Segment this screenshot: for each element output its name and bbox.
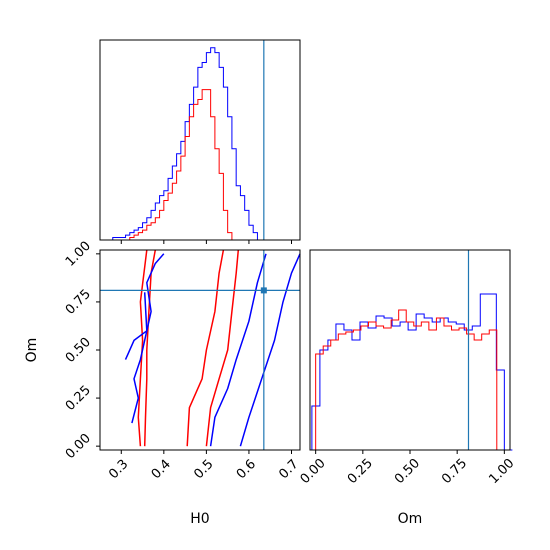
x-tick-label-4: 0.7 (276, 457, 301, 482)
contour-series-1-level-2 (186, 249, 225, 447)
x-tick-label-1: 0.25 (345, 456, 376, 487)
y-tick-label-4: 1.00 (63, 239, 94, 270)
contour-series-2-level-3 (209, 253, 267, 447)
x-tick-label-0: 0.3 (106, 457, 131, 482)
x-tick-label-0: 0.00 (298, 456, 329, 487)
axes-frame (309, 249, 511, 451)
contour-series-2-level-1 (124, 253, 165, 360)
y-tick-label-2: 0.50 (63, 335, 94, 366)
contour-series-1-level-4 (205, 249, 240, 447)
y-tick-label-3: 0.75 (63, 287, 94, 318)
histogram-series-2 (315, 309, 505, 451)
truth-marker (260, 287, 267, 294)
histogram-series-2 (129, 89, 237, 241)
y-tick-label-0: 0.00 (63, 431, 94, 462)
y-tick-label-1: 0.25 (63, 383, 94, 414)
x-tick-label-2: 0.5 (191, 457, 216, 482)
om-marginal-histogram: 0.00 0.25 0.50 0.75 1.00 Om (298, 249, 517, 527)
x-axis-label: H0 (190, 511, 209, 527)
h0-marginal-histogram (99, 39, 301, 244)
y-axis-label: Om (24, 338, 40, 363)
contour-series-1-level-3 (137, 249, 148, 447)
x-tick-label-3: 0.6 (234, 457, 259, 482)
x-tick-label-3: 0.75 (439, 456, 470, 487)
contour-series-1-level-1 (143, 249, 157, 447)
x-tick-label-1: 0.4 (149, 457, 174, 482)
contour-series-2-level-4 (239, 253, 301, 447)
axes-frame (99, 39, 301, 241)
h0-om-contour-panel: 0.3 0.4 0.5 0.6 0.7 0.00 0.25 0.50 0.75 1.00 H0 Om (24, 239, 302, 527)
histogram-series-1 (311, 293, 513, 451)
contour-series-2-level-2 (131, 292, 148, 424)
histogram-series-1 (112, 47, 262, 241)
x-axis-label: Om (398, 511, 423, 527)
x-tick-label-2: 0.50 (392, 456, 423, 487)
x-tick-label-4: 1.00 (486, 456, 517, 487)
